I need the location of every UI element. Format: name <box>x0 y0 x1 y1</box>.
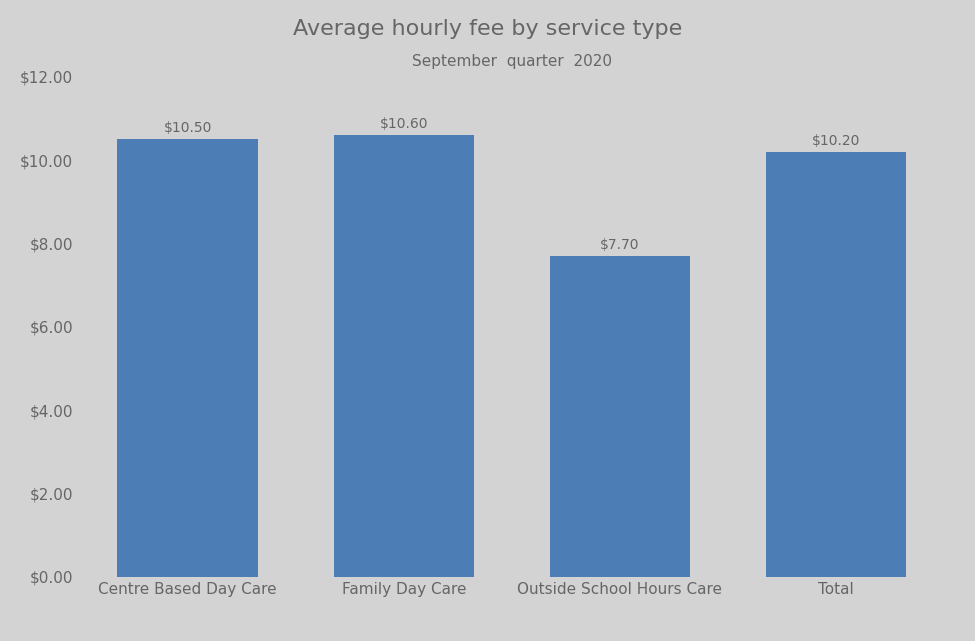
Bar <box>117 139 258 577</box>
Text: $10.50: $10.50 <box>164 121 212 135</box>
Title: September  quarter  2020: September quarter 2020 <box>411 54 612 69</box>
Bar <box>765 152 907 577</box>
Bar <box>550 256 690 577</box>
Text: Average hourly fee by service type: Average hourly fee by service type <box>292 19 682 39</box>
Text: $10.20: $10.20 <box>812 134 860 147</box>
Bar <box>333 135 474 577</box>
Text: $7.70: $7.70 <box>601 238 640 252</box>
Text: $10.60: $10.60 <box>379 117 428 131</box>
